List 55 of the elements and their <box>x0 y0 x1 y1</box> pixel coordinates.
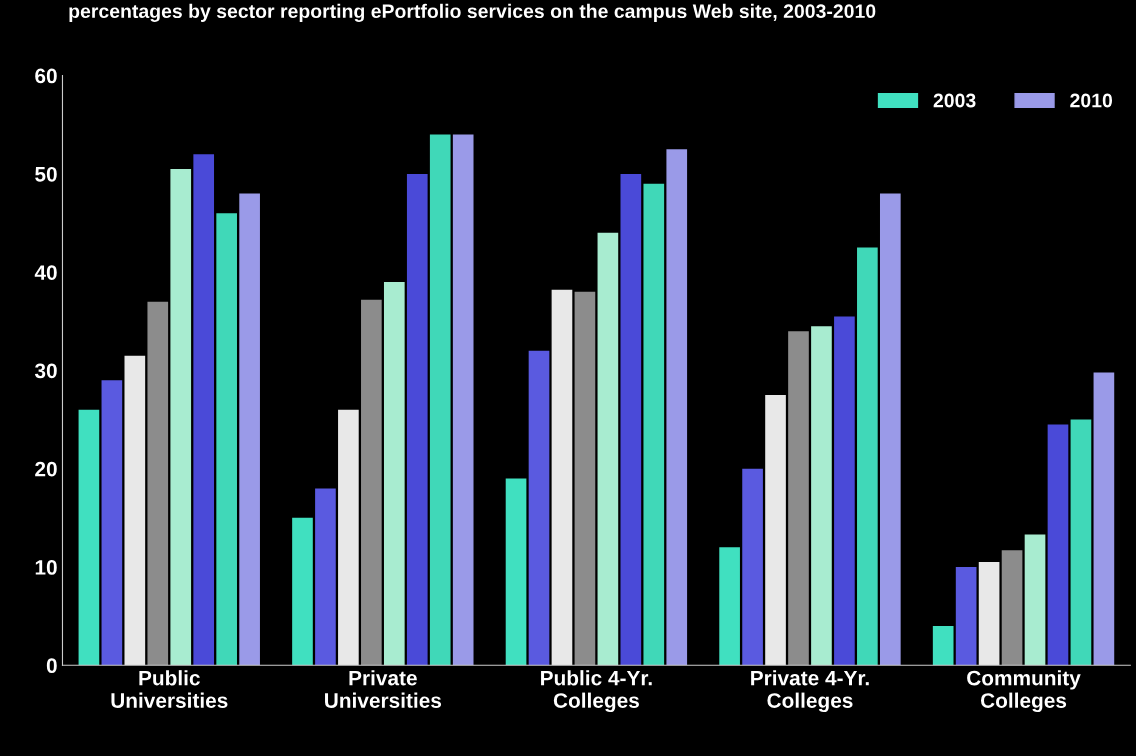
y-tick-label: 50 <box>35 166 57 182</box>
bar <box>788 331 809 666</box>
bar <box>124 355 146 666</box>
bar <box>551 289 573 666</box>
bar <box>1070 419 1092 666</box>
bar <box>857 247 878 666</box>
bar <box>383 281 405 666</box>
x-tick-label: Private 4-Yr. Colleges <box>751 670 869 713</box>
x-tick-label: Community Colleges <box>967 670 1081 713</box>
bar <box>216 213 237 666</box>
chart-title: percentages by sector reporting ePortfolio services on the campus Web site, 2003-2010 <box>69 3 876 22</box>
bar <box>620 173 642 666</box>
bar <box>1047 424 1069 666</box>
bar <box>666 149 688 666</box>
x-tick-label: Private Universities <box>325 670 442 708</box>
bar <box>528 350 550 666</box>
y-tick-label: 60 <box>35 68 57 84</box>
bar <box>742 468 763 666</box>
bar <box>361 299 382 666</box>
x-tick-label: Public Universities <box>111 670 228 708</box>
bar <box>597 232 619 666</box>
y-tick-label: 10 <box>35 560 57 575</box>
bar <box>406 173 428 666</box>
bar <box>955 567 977 666</box>
bar <box>78 409 100 666</box>
y-tick-label: 20 <box>35 461 57 477</box>
bar <box>239 193 260 666</box>
y-tick-label: 0 <box>46 658 57 674</box>
bar <box>643 183 665 666</box>
bar <box>452 134 474 666</box>
bar <box>765 395 786 666</box>
bar <box>292 517 313 666</box>
y-tick-label: 40 <box>34 265 57 280</box>
bar <box>932 625 954 666</box>
y-tick-label: 30 <box>34 363 57 379</box>
bar <box>505 478 527 666</box>
bar <box>170 168 192 666</box>
bar <box>147 301 169 666</box>
bar <box>315 488 336 666</box>
bar <box>1093 372 1115 666</box>
bar <box>574 291 596 666</box>
bar <box>834 316 855 666</box>
bar <box>101 380 123 666</box>
x-tick-label: Public 4-Yr. Colleges <box>541 670 652 713</box>
bar <box>338 409 359 666</box>
bar <box>193 154 215 666</box>
bar <box>1001 550 1023 666</box>
bar <box>1024 534 1046 666</box>
bar <box>879 193 901 666</box>
bar <box>811 326 832 666</box>
bar <box>719 547 740 666</box>
legend-label: 2010 <box>1070 93 1113 108</box>
bar <box>978 562 1000 666</box>
legend-label: 2003 <box>933 93 976 108</box>
bar <box>429 134 451 666</box>
